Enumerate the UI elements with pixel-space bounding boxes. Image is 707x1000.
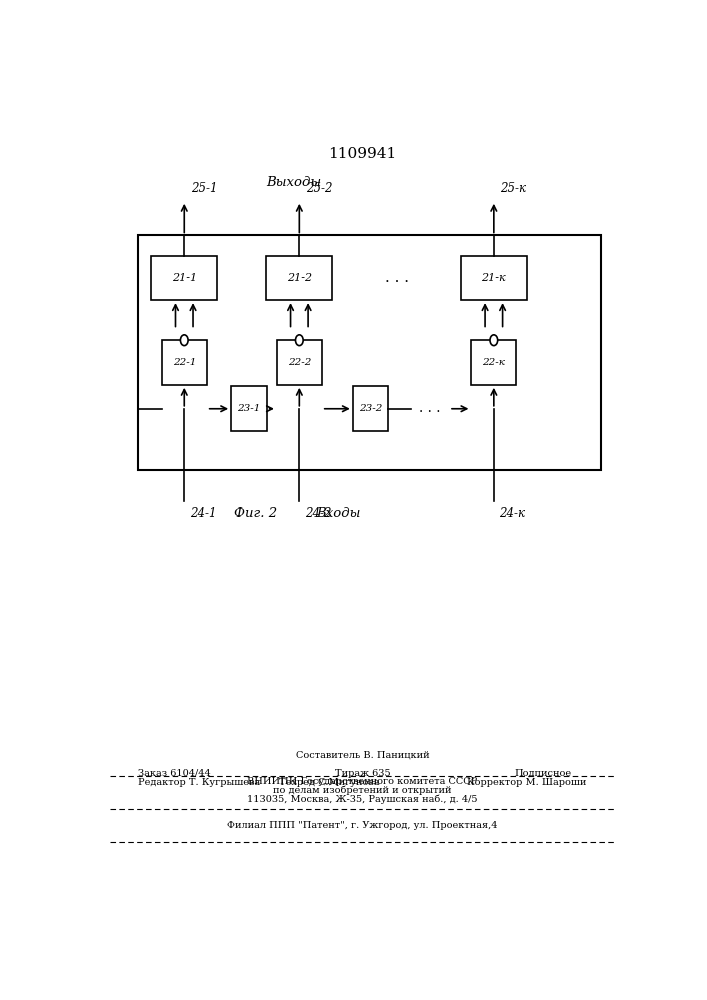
Bar — [353, 386, 388, 431]
Text: 1109941: 1109941 — [328, 147, 397, 161]
Bar — [277, 340, 322, 385]
Text: 21-1: 21-1 — [172, 273, 197, 283]
Text: Редактор Т. Кугрышева: Редактор Т. Кугрышева — [138, 778, 259, 787]
Bar — [231, 386, 267, 431]
Text: Входы: Входы — [316, 507, 360, 520]
Text: Заказ 6104/44: Заказ 6104/44 — [138, 769, 211, 778]
Circle shape — [296, 335, 303, 346]
Text: . . .: . . . — [385, 271, 409, 285]
Text: 22-1: 22-1 — [173, 358, 196, 367]
Text: 22-к: 22-к — [482, 358, 506, 367]
Text: Филиал ППП "Патент", г. Ужгород, ул. Проектная,4: Филиал ППП "Патент", г. Ужгород, ул. Про… — [227, 821, 498, 830]
Text: 25-к: 25-к — [501, 182, 527, 195]
Text: 23-1: 23-1 — [238, 404, 261, 413]
Text: по делам изобретений и открытий: по делам изобретений и открытий — [273, 785, 452, 795]
Text: 25-2: 25-2 — [306, 182, 332, 195]
Text: 24-к: 24-к — [499, 507, 525, 520]
Text: Фиг. 2: Фиг. 2 — [234, 507, 277, 520]
Text: Подписное: Подписное — [515, 769, 572, 778]
Bar — [151, 256, 217, 300]
Text: 21-2: 21-2 — [287, 273, 312, 283]
Circle shape — [490, 335, 498, 346]
Text: Корректор М. Шароши: Корректор М. Шароши — [467, 778, 586, 787]
Text: 23-2: 23-2 — [359, 404, 382, 413]
Bar — [472, 340, 516, 385]
Text: Составитель В. Паницкий: Составитель В. Паницкий — [296, 750, 429, 759]
Bar — [138, 235, 601, 470]
Bar — [162, 340, 206, 385]
Text: Выходы: Выходы — [267, 176, 322, 189]
Text: ВНИИПИ Государственного комитета СССР: ВНИИПИ Государственного комитета СССР — [247, 777, 477, 786]
Text: 25-1: 25-1 — [191, 182, 217, 195]
Text: 24-2: 24-2 — [305, 507, 332, 520]
Bar — [267, 256, 332, 300]
Text: 24-1: 24-1 — [189, 507, 216, 520]
Text: 113035, Москва, Ж-35, Раушская наб., д. 4/5: 113035, Москва, Ж-35, Раушская наб., д. … — [247, 794, 478, 804]
Text: 21-к: 21-к — [481, 273, 506, 283]
Bar — [461, 256, 527, 300]
Circle shape — [180, 335, 188, 346]
Text: 22-2: 22-2 — [288, 358, 311, 367]
Text: Техред С.Мигунова: Техред С.Мигунова — [279, 778, 380, 787]
Text: . . .: . . . — [419, 401, 440, 415]
Text: Тираж 635: Тираж 635 — [334, 769, 390, 778]
